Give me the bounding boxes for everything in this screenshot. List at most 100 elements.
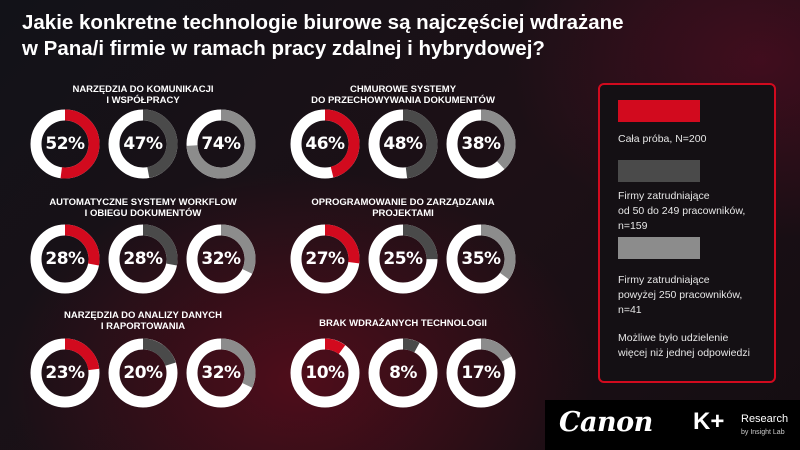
legend-all-line: Cała próba, N=200 xyxy=(618,133,707,145)
title-line-2: w Pana/i firmie w ramach pracy zdalnej i… xyxy=(22,37,545,60)
research-label: Research xyxy=(741,413,789,425)
chart-group-title-line: DO PRZECHOWYWANIA DOKUMENTÓW xyxy=(311,95,495,106)
donut-svg xyxy=(186,224,256,294)
donut-value-arc xyxy=(290,338,360,408)
legend-large-line-1: Firmy zatrudniające xyxy=(618,274,710,286)
donut-chart: 74% xyxy=(186,109,256,179)
donut-chart: 10% xyxy=(290,338,360,408)
chart-group-title: NARZĘDZIA DO KOMUNIKACJI I WSPÓŁPRACY xyxy=(30,84,256,106)
legend-note-line-2: więcej niż jednej odpowiedzi xyxy=(618,347,750,359)
donut-percent-label: 20% xyxy=(123,363,163,383)
donut-chart: 17% xyxy=(446,338,516,408)
donut-value-arc xyxy=(368,338,438,408)
donut-value-arc xyxy=(446,109,516,179)
donut-percent-label: 35% xyxy=(461,249,501,269)
donut-value-arc xyxy=(30,224,100,294)
chart-group-title-line: I OBIEGU DOKUMENTÓW xyxy=(84,208,202,219)
page-title: Jakie konkretne technologie biurowe są n… xyxy=(22,10,662,62)
donut-percent-label: 23% xyxy=(45,363,85,383)
donut-percent-label: 32% xyxy=(201,363,241,383)
research-logo-text: Research by Insight Lab xyxy=(741,413,788,439)
donut-chart: 27% xyxy=(290,224,360,294)
donut-svg xyxy=(108,109,178,179)
donut-chart: 32% xyxy=(186,224,256,294)
legend-note-line-1: Możliwe było udzielenie xyxy=(618,332,729,344)
kplus-logo: K+ xyxy=(693,408,725,435)
chart-group-title-line: OPROGRAMOWANIE DO ZARZĄDZANIA xyxy=(311,197,495,208)
chart-group-title-line: NARZĘDZIA DO KOMUNIKACJI xyxy=(72,84,214,95)
donut-chart: 46% xyxy=(290,109,360,179)
donut-chart: 48% xyxy=(368,109,438,179)
donut-percent-label: 28% xyxy=(123,249,163,269)
donut-chart: 20% xyxy=(108,338,178,408)
donut-value-arc xyxy=(368,224,438,294)
donut-percent-label: 27% xyxy=(305,249,345,269)
chart-group-title-line: AUTOMATYCZNE SYSTEMY WORKFLOW xyxy=(49,197,237,208)
donut-svg xyxy=(108,224,178,294)
donut-svg xyxy=(290,109,360,179)
donut-chart: 25% xyxy=(368,224,438,294)
chart-group-title: OPROGRAMOWANIE DO ZARZĄDZANIA PROJEKTAMI xyxy=(290,197,516,219)
chart-group-title-line: I WSPÓŁPRACY xyxy=(106,95,180,106)
donut-chart: 28% xyxy=(108,224,178,294)
donut-value-arc xyxy=(290,109,360,179)
donut-percent-label: 46% xyxy=(305,134,345,154)
donut-value-arc xyxy=(108,224,178,294)
donut-chart: 28% xyxy=(30,224,100,294)
donut-percent-label: 8% xyxy=(389,363,417,383)
chart-group-title-line: NARZĘDZIA DO ANALIZY DANYCH xyxy=(64,310,222,321)
donut-svg xyxy=(186,338,256,408)
legend-large-line-2: powyżej 250 pracowników, xyxy=(618,289,743,301)
legend-swatch-large xyxy=(618,237,700,259)
legend-medium-line-1: Firmy zatrudniające xyxy=(618,190,710,202)
donut-percent-label: 25% xyxy=(383,249,423,269)
donut-value-arc xyxy=(290,224,360,294)
donut-svg xyxy=(30,224,100,294)
donut-chart: 32% xyxy=(186,338,256,408)
chart-group-title: AUTOMATYCZNE SYSTEMY WORKFLOW I OBIEGU DO… xyxy=(30,197,256,219)
donut-percent-label: 38% xyxy=(461,134,501,154)
donut-percent-label: 32% xyxy=(201,249,241,269)
canon-logo: Canon xyxy=(559,407,653,438)
legend-large-line-3: n=41 xyxy=(618,304,642,316)
donut-svg xyxy=(446,224,516,294)
donut-svg xyxy=(290,338,360,408)
donut-value-arc xyxy=(108,109,178,179)
chart-group-title-line: PROJEKTAMI xyxy=(372,208,434,219)
chart-group-title-line: BRAK WDRAŻANYCH TECHNOLOGII xyxy=(319,318,487,329)
donut-value-arc xyxy=(30,109,100,179)
footer-logo-bar: Canon K+ Research by Insight Lab xyxy=(545,400,800,450)
title-line-1: Jakie konkretne technologie biurowe są n… xyxy=(22,11,624,34)
donut-svg xyxy=(446,109,516,179)
donut-svg xyxy=(368,224,438,294)
chart-group-title: NARZĘDZIA DO ANALIZY DANYCH I RAPORTOWANI… xyxy=(30,310,256,332)
donut-svg xyxy=(368,338,438,408)
donut-value-arc xyxy=(368,109,438,179)
donut-percent-label: 74% xyxy=(201,134,241,154)
donut-chart: 52% xyxy=(30,109,100,179)
donut-svg xyxy=(186,109,256,179)
donut-chart: 8% xyxy=(368,338,438,408)
donut-value-arc xyxy=(186,109,256,179)
legend-swatch-medium xyxy=(618,160,700,182)
donut-value-arc xyxy=(30,338,100,408)
donut-percent-label: 48% xyxy=(383,134,423,154)
donut-chart: 23% xyxy=(30,338,100,408)
donut-value-arc xyxy=(186,224,256,294)
legend-label-all: Cała próba, N=200 xyxy=(618,132,773,147)
legend-note: Możliwe było udzielenie więcej niż jedne… xyxy=(618,331,773,361)
donut-value-arc xyxy=(108,338,178,408)
legend-panel: Cała próba, N=200 Firmy zatrudniające od… xyxy=(598,83,776,383)
legend-label-medium: Firmy zatrudniające od 50 do 249 pracown… xyxy=(618,189,773,234)
donut-percent-label: 17% xyxy=(461,363,501,383)
donut-svg xyxy=(30,109,100,179)
donut-chart: 35% xyxy=(446,224,516,294)
donut-percent-label: 47% xyxy=(123,134,163,154)
donut-value-arc xyxy=(446,224,516,294)
donut-svg xyxy=(290,224,360,294)
donut-svg xyxy=(446,338,516,408)
legend-medium-line-3: n=159 xyxy=(618,220,648,232)
donut-percent-label: 10% xyxy=(305,363,345,383)
donut-percent-label: 28% xyxy=(45,249,85,269)
chart-group-title-line: I RAPORTOWANIA xyxy=(100,321,186,332)
